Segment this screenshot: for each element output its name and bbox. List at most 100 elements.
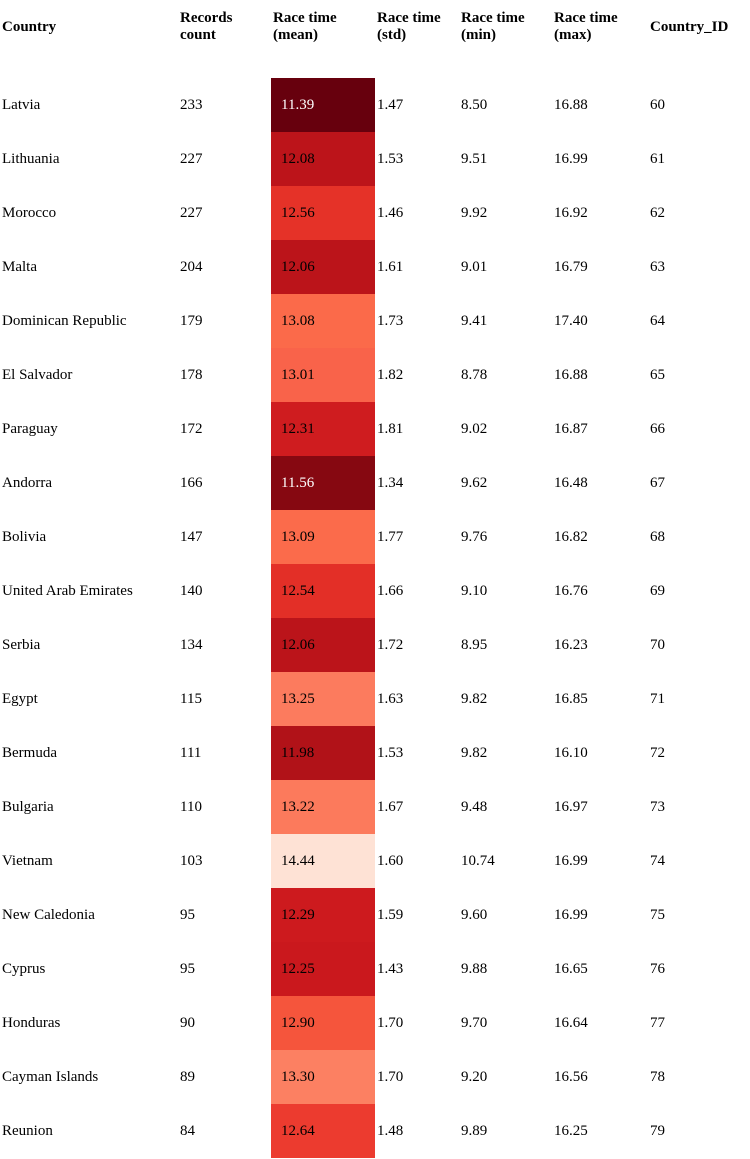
cell-country-id: 65 [650,366,665,383]
table-row: Morocco 227 12.56 1.46 9.92 16.92 62 [0,186,750,240]
cell-race-time-std: 1.60 [377,852,404,869]
cell-country-id: 60 [650,96,665,113]
table-row: Bulgaria 110 13.22 1.67 9.48 16.97 73 [0,780,750,834]
cell-race-time-std: 1.43 [377,960,404,977]
cell-records-count: 204 [180,258,203,275]
cell-country: Andorra [2,474,52,491]
cell-race-time-std: 1.61 [377,258,404,275]
cell-race-time-max: 16.82 [554,528,588,545]
cell-country-id: 68 [650,528,665,545]
table-row: Egypt 115 13.25 1.63 9.82 16.85 71 [0,672,750,726]
header-race-time-std: Race time (std) [377,10,441,43]
cell-country-id: 76 [650,960,665,977]
cell-country: Bolivia [2,528,47,545]
cell-country-id: 72 [650,744,665,761]
cell-country-id: 67 [650,474,665,491]
table-row: Malta 204 12.06 1.61 9.01 16.79 63 [0,240,750,294]
cell-race-time-mean: 12.25 [271,942,375,996]
header-race-time-min: Race time (min) [461,10,525,43]
cell-race-time-std: 1.63 [377,690,404,707]
cell-race-time-mean: 12.29 [271,888,375,942]
cell-race-time-mean: 12.08 [271,132,375,186]
table-row: Cyprus 95 12.25 1.43 9.88 16.65 76 [0,942,750,996]
cell-race-time-max: 16.88 [554,96,588,113]
table-row: Latvia 233 11.39 1.47 8.50 16.88 60 [0,78,750,132]
cell-country-id: 79 [650,1122,665,1139]
cell-records-count: 233 [180,96,203,113]
cell-race-time-std: 1.73 [377,312,404,329]
cell-records-count: 89 [180,1068,195,1085]
cell-race-time-min: 9.88 [461,960,488,977]
cell-race-time-min: 9.51 [461,150,488,167]
cell-race-time-min: 9.89 [461,1122,488,1139]
cell-race-time-min: 9.02 [461,420,488,437]
cell-race-time-max: 16.88 [554,366,588,383]
cell-country: Morocco [2,204,57,221]
cell-race-time-max: 16.76 [554,582,588,599]
cell-records-count: 227 [180,150,203,167]
cell-country: Lithuania [2,150,60,167]
heat-spacer [271,54,375,78]
cell-race-time-min: 9.82 [461,690,488,707]
cell-race-time-std: 1.53 [377,150,404,167]
cell-records-count: 84 [180,1122,195,1139]
cell-race-time-std: 1.70 [377,1068,404,1085]
cell-records-count: 95 [180,906,195,923]
cell-country-id: 74 [650,852,665,869]
cell-race-time-std: 1.72 [377,636,404,653]
table-row: New Caledonia 95 12.29 1.59 9.60 16.99 75 [0,888,750,942]
cell-race-time-std: 1.66 [377,582,404,599]
cell-country: Cyprus [2,960,46,977]
cell-records-count: 115 [180,690,202,707]
table-row: Reunion 84 12.64 1.48 9.89 16.25 79 [0,1104,750,1158]
cell-race-time-std: 1.67 [377,798,404,815]
cell-country: United Arab Emirates [2,582,133,599]
table-row: Serbia 134 12.06 1.72 8.95 16.23 70 [0,618,750,672]
table-row: Lithuania 227 12.08 1.53 9.51 16.99 61 [0,132,750,186]
cell-race-time-max: 17.40 [554,312,588,329]
table-row: Dominican Republic 179 13.08 1.73 9.41 17.40 6… [0,294,750,348]
cell-race-time-mean: 12.31 [271,402,375,456]
table-row: Bolivia 147 13.09 1.77 9.76 16.82 68 [0,510,750,564]
cell-race-time-max: 16.99 [554,906,588,923]
cell-country: New Caledonia [2,906,95,923]
cell-race-time-mean: 12.54 [271,564,375,618]
cell-records-count: 179 [180,312,203,329]
cell-race-time-max: 16.25 [554,1122,588,1139]
cell-records-count: 110 [180,798,202,815]
header-records-count: Records count [180,10,233,43]
cell-race-time-mean: 12.06 [271,240,375,294]
cell-race-time-max: 16.99 [554,150,588,167]
cell-race-time-std: 1.47 [377,96,404,113]
cell-records-count: 178 [180,366,203,383]
cell-country-id: 75 [650,906,665,923]
cell-country-id: 64 [650,312,665,329]
table-body: Latvia 233 11.39 1.47 8.50 16.88 60 Lithuania 22… [0,78,750,1158]
cell-race-time-max: 16.97 [554,798,588,815]
cell-race-time-max: 16.92 [554,204,588,221]
cell-race-time-min: 8.95 [461,636,488,653]
cell-race-time-max: 16.64 [554,1014,588,1031]
cell-race-time-mean: 13.22 [271,780,375,834]
cell-race-time-std: 1.70 [377,1014,404,1031]
cell-country-id: 61 [650,150,665,167]
cell-race-time-std: 1.82 [377,366,404,383]
table-row: Andorra 166 11.56 1.34 9.62 16.48 67 [0,456,750,510]
cell-race-time-min: 9.62 [461,474,488,491]
cell-race-time-max: 16.10 [554,744,588,761]
cell-race-time-min: 10.74 [461,852,495,869]
cell-race-time-std: 1.34 [377,474,404,491]
cell-race-time-min: 9.82 [461,744,488,761]
cell-race-time-min: 9.70 [461,1014,488,1031]
cell-race-time-min: 9.01 [461,258,488,275]
cell-country: Honduras [2,1014,61,1031]
header-race-time-max: Race time (max) [554,10,618,43]
header-country-id: Country_ID [650,18,729,35]
cell-records-count: 140 [180,582,203,599]
cell-country: Latvia [2,96,41,113]
table-row: Bermuda 111 11.98 1.53 9.82 16.10 72 [0,726,750,780]
cell-country: Reunion [2,1122,53,1139]
cell-records-count: 95 [180,960,195,977]
cell-race-time-mean: 11.98 [271,726,375,780]
